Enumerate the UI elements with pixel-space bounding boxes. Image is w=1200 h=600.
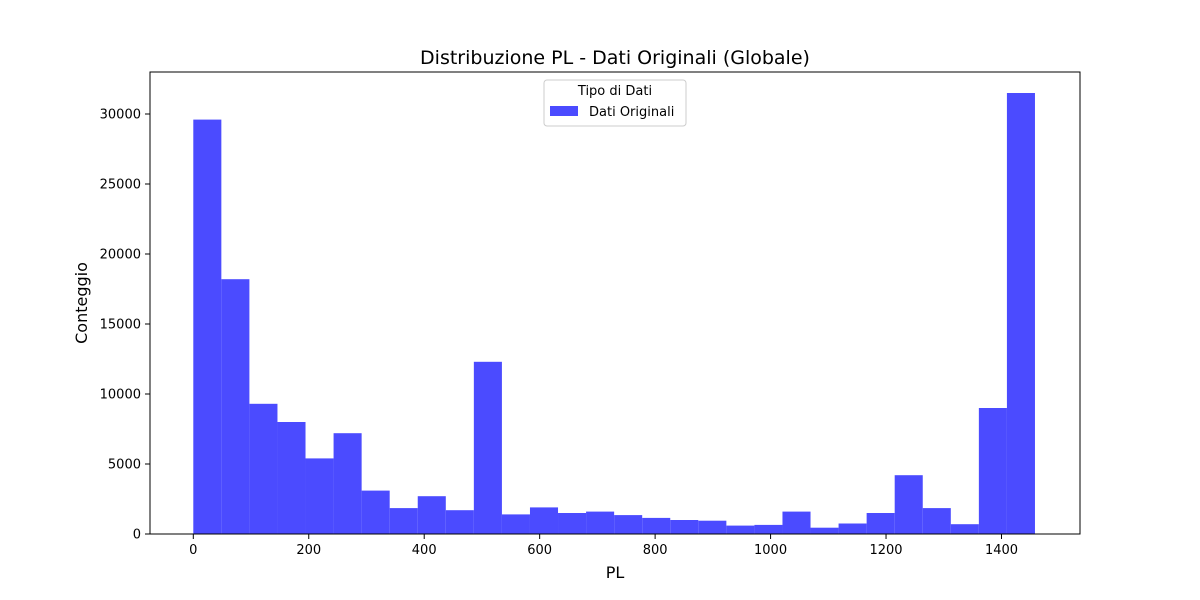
histogram-bar bbox=[866, 513, 895, 534]
x-axis-ticks: 0 200 400 600 800 1000 1200 1400 bbox=[189, 534, 1018, 558]
legend-entry-label: Dati Originali bbox=[589, 105, 674, 120]
histogram-bar bbox=[614, 515, 643, 534]
histogram-bar bbox=[305, 458, 334, 534]
x-tick-label: 400 bbox=[412, 543, 437, 558]
x-tick-label: 800 bbox=[643, 543, 668, 558]
histogram-bar bbox=[445, 510, 474, 534]
histogram-bar bbox=[277, 422, 306, 534]
histogram-bar bbox=[249, 403, 278, 534]
x-tick-label: 1400 bbox=[985, 543, 1018, 558]
x-tick-label: 200 bbox=[296, 543, 321, 558]
x-axis-title: PL bbox=[606, 563, 625, 582]
histogram-bar bbox=[922, 508, 951, 534]
histogram-bar bbox=[838, 523, 867, 534]
histogram-bar bbox=[670, 520, 699, 534]
y-tick-label: 15000 bbox=[100, 318, 141, 333]
histogram-bar bbox=[501, 514, 530, 534]
chart-title: Distribuzione PL - Dati Originali (Globa… bbox=[420, 47, 810, 69]
histogram-bar bbox=[333, 433, 362, 534]
histogram-bar bbox=[558, 513, 587, 534]
y-tick-label: 25000 bbox=[100, 178, 141, 193]
bars-group bbox=[193, 93, 1035, 534]
histogram-bar bbox=[698, 520, 727, 534]
histogram-bar bbox=[417, 496, 446, 534]
legend-swatch bbox=[550, 106, 578, 116]
legend-box bbox=[543, 79, 687, 127]
histogram-bar bbox=[978, 408, 1007, 534]
y-tick-label: 30000 bbox=[100, 108, 141, 123]
x-tick-label: 1200 bbox=[869, 543, 902, 558]
histogram-bar bbox=[473, 361, 502, 534]
plot-frame bbox=[149, 71, 1081, 535]
y-tick-label: 20000 bbox=[100, 248, 141, 263]
y-tick-label: 5000 bbox=[108, 458, 141, 473]
legend-title: Tipo di Dati bbox=[577, 84, 652, 99]
y-axis-title: Conteggio bbox=[72, 262, 91, 344]
histogram-bar bbox=[361, 490, 390, 534]
histogram-bar bbox=[810, 527, 839, 534]
histogram-bar bbox=[642, 517, 671, 534]
x-tick-label: 600 bbox=[527, 543, 552, 558]
y-tick-label: 10000 bbox=[100, 388, 141, 403]
histogram-bar bbox=[389, 508, 418, 534]
histogram-bar bbox=[193, 119, 222, 534]
x-tick-label: 0 bbox=[189, 543, 197, 558]
histogram-bar bbox=[894, 475, 923, 534]
histogram-bar bbox=[950, 524, 979, 534]
histogram-bar bbox=[586, 511, 615, 534]
histogram-bar bbox=[754, 524, 783, 534]
y-tick-label: 0 bbox=[133, 528, 141, 543]
histogram-bar bbox=[726, 525, 755, 534]
histogram-bar bbox=[221, 279, 250, 534]
histogram-bar bbox=[782, 511, 811, 534]
histogram-bar bbox=[529, 507, 559, 534]
histogram-bar bbox=[1006, 93, 1035, 534]
legend: Tipo di Dati Dati Originali bbox=[543, 79, 687, 127]
y-axis-ticks: 0 5000 10000 15000 20000 25000 30000 bbox=[100, 108, 150, 543]
x-tick-label: 1000 bbox=[754, 543, 787, 558]
